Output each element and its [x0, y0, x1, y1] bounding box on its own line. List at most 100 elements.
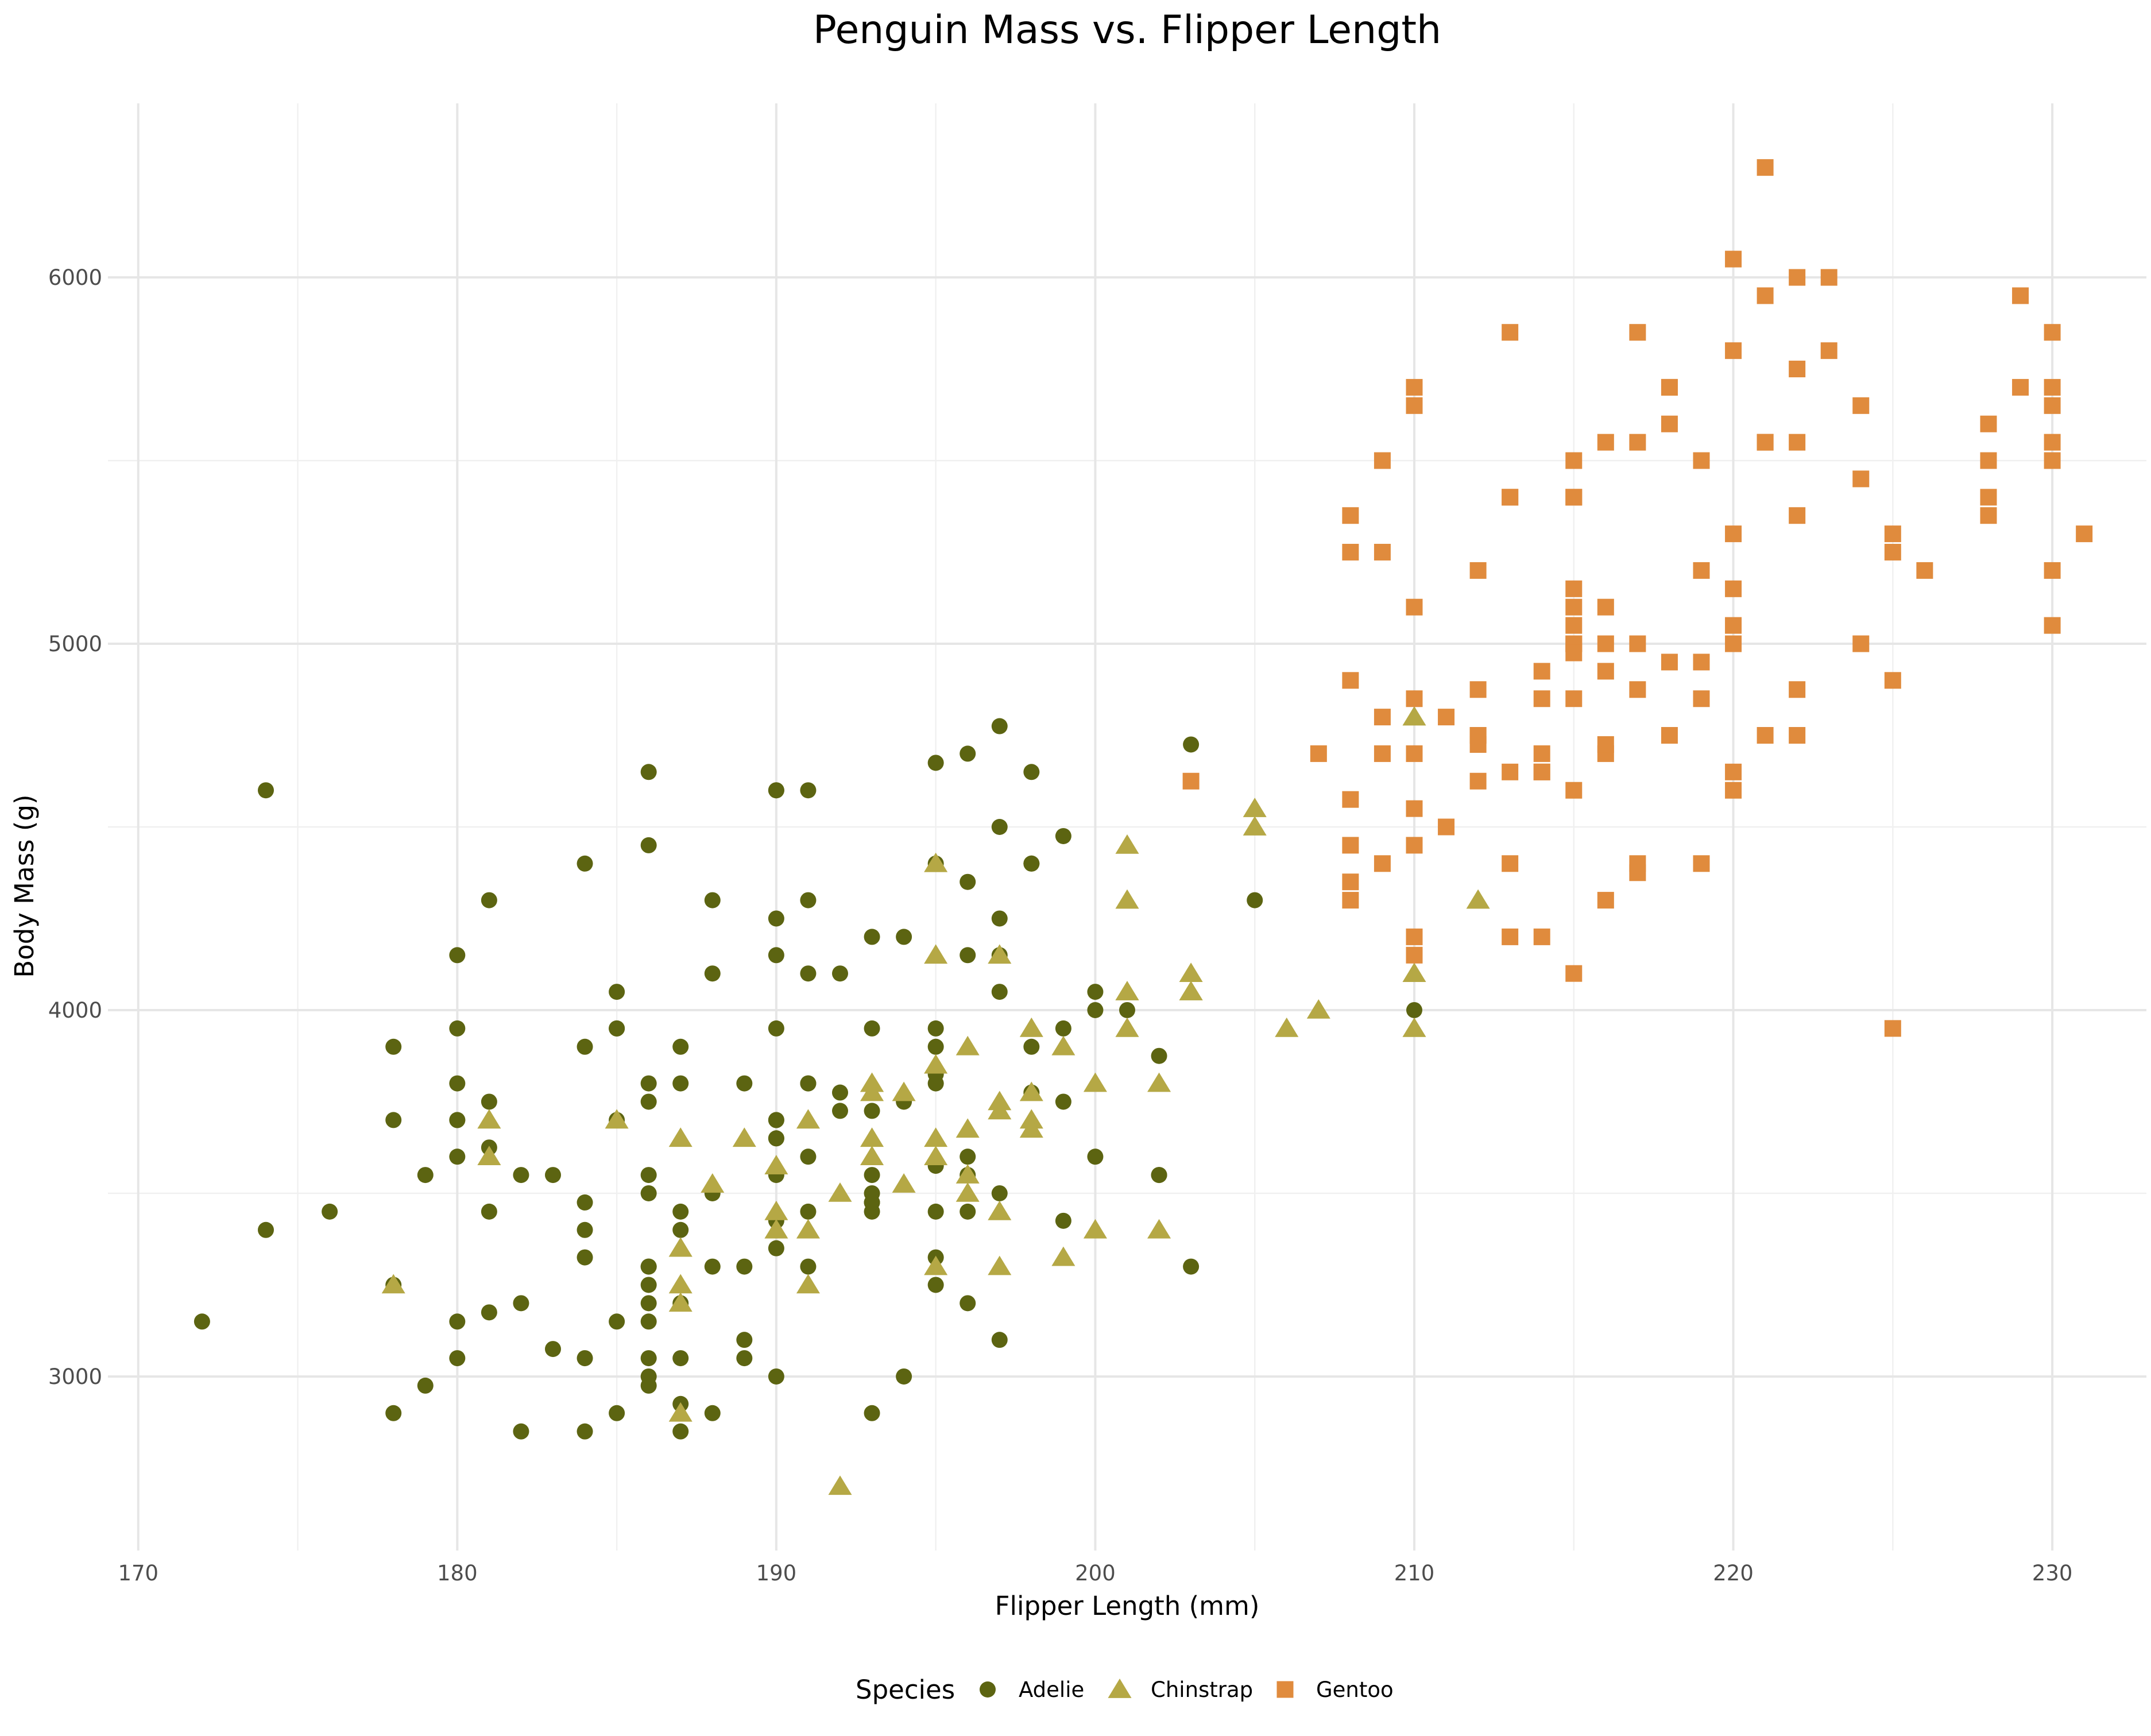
data-point	[1565, 690, 1583, 707]
data-point	[1533, 663, 1550, 680]
legend-key-square	[1276, 1681, 1294, 1698]
grid	[108, 103, 2146, 1551]
data-point	[1502, 489, 1519, 506]
data-point	[864, 1405, 880, 1421]
data-point	[896, 1368, 912, 1385]
data-point	[1406, 1002, 1422, 1018]
data-point	[1306, 999, 1330, 1019]
data-point	[1466, 889, 1490, 909]
data-point	[1629, 434, 1646, 451]
data-point	[1820, 342, 1837, 359]
data-point	[1533, 763, 1550, 780]
data-point	[1243, 798, 1267, 817]
data-point	[1597, 892, 1614, 909]
data-point	[1182, 772, 1200, 790]
data-point	[668, 1237, 693, 1257]
data-point	[1502, 763, 1519, 780]
data-point	[800, 1075, 817, 1092]
data-point	[640, 1093, 657, 1110]
data-point	[2012, 378, 2029, 396]
data-point	[1406, 690, 1423, 707]
data-point	[800, 1203, 817, 1220]
data-point	[1469, 772, 1487, 790]
data-point	[2044, 397, 2061, 414]
data-point	[668, 1402, 693, 1422]
data-point	[1725, 525, 1742, 543]
data-point	[322, 1203, 338, 1220]
x-tick-label: 170	[118, 1561, 158, 1586]
data-point	[768, 1130, 784, 1147]
data-point	[988, 944, 1012, 964]
data-point	[605, 1109, 629, 1129]
data-point	[1661, 378, 1678, 396]
data-point	[796, 1109, 820, 1129]
x-tick-label: 180	[437, 1561, 478, 1586]
data-point	[1629, 324, 1646, 341]
data-point	[1115, 1017, 1139, 1037]
data-point	[1115, 834, 1139, 854]
data-point	[385, 1405, 402, 1421]
data-point	[991, 718, 1008, 734]
data-point	[1374, 544, 1391, 561]
legend-item-chinstrap: Chinstrap	[1108, 1677, 1253, 1702]
data-point	[1820, 269, 1837, 286]
data-point	[955, 1164, 980, 1184]
data-point	[988, 1255, 1012, 1275]
data-point	[1725, 763, 1742, 780]
data-point	[764, 1200, 788, 1220]
data-point	[2012, 287, 2029, 304]
data-point	[668, 1127, 693, 1147]
data-point	[1019, 1017, 1043, 1037]
data-point	[1342, 507, 1359, 524]
data-point	[1693, 452, 1710, 469]
data-point	[1055, 1093, 1071, 1110]
data-point	[385, 1038, 402, 1055]
data-point	[955, 1035, 980, 1055]
data-point	[1597, 736, 1614, 753]
data-point	[955, 1118, 980, 1138]
data-point	[764, 1155, 788, 1174]
x-tick-label: 200	[1075, 1561, 1116, 1586]
data-point	[609, 984, 625, 1000]
data-point	[2044, 562, 2061, 579]
data-point	[1565, 452, 1583, 469]
data-point	[513, 1295, 529, 1312]
data-point	[960, 1149, 976, 1165]
data-point	[1565, 644, 1583, 662]
data-point	[194, 1313, 210, 1330]
x-axis-title: Flipper Length (mm)	[995, 1591, 1260, 1621]
legend-item-adelie: Adelie	[980, 1677, 1084, 1702]
legend-label: Adelie	[1019, 1677, 1084, 1702]
data-point	[2044, 324, 2061, 341]
chart-title: Penguin Mass vs. Flipper Length	[813, 7, 1441, 53]
data-point	[991, 819, 1008, 835]
data-point	[1183, 1258, 1200, 1275]
data-point	[1852, 397, 1870, 414]
data-point	[1406, 745, 1423, 762]
data-point	[1757, 159, 1774, 176]
data-point	[672, 1221, 689, 1238]
data-point	[640, 1185, 657, 1201]
data-point	[1342, 873, 1359, 891]
data-point	[385, 1112, 402, 1128]
data-point	[577, 1350, 593, 1367]
data-point	[1087, 1002, 1104, 1018]
data-point	[832, 965, 848, 982]
data-point	[449, 1112, 466, 1128]
data-point	[2044, 434, 2061, 451]
y-axis-title: Body Mass (g)	[9, 794, 40, 977]
data-point	[577, 1038, 593, 1055]
data-point	[704, 1258, 721, 1275]
data-point	[924, 1146, 948, 1165]
data-point	[1083, 1219, 1107, 1239]
data-point	[640, 1368, 657, 1385]
data-point	[860, 1081, 884, 1101]
data-point	[1565, 782, 1583, 799]
data-point	[960, 1203, 976, 1220]
data-point	[1469, 562, 1487, 579]
data-point	[1342, 672, 1359, 689]
data-point	[991, 910, 1008, 927]
data-point	[513, 1167, 529, 1184]
data-point	[577, 1194, 593, 1211]
data-point	[449, 1020, 466, 1037]
